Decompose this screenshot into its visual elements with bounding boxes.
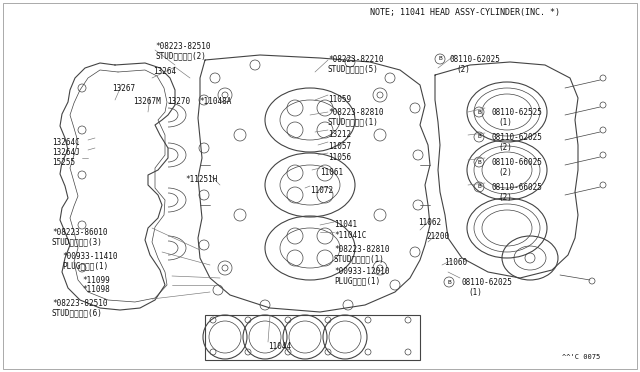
Text: *08223-82810: *08223-82810 — [328, 108, 383, 117]
Text: 11044: 11044 — [268, 342, 291, 351]
Text: (1): (1) — [468, 288, 482, 297]
Text: 11059: 11059 — [328, 95, 351, 104]
Text: *08223-82510: *08223-82510 — [52, 299, 108, 308]
Text: 08110-66025: 08110-66025 — [492, 183, 543, 192]
Text: *00933-11410: *00933-11410 — [62, 252, 118, 261]
Text: *08223-82510: *08223-82510 — [155, 42, 211, 51]
Text: *00933-12010: *00933-12010 — [334, 267, 390, 276]
Text: 13270: 13270 — [167, 97, 190, 106]
Text: B: B — [477, 160, 481, 164]
Text: 11062: 11062 — [418, 218, 441, 227]
Text: 13267M: 13267M — [133, 97, 161, 106]
Text: 13212: 13212 — [328, 130, 351, 139]
Text: (2): (2) — [456, 65, 470, 74]
Text: 11060: 11060 — [444, 258, 467, 267]
Text: 13264J: 13264J — [52, 148, 80, 157]
Text: B: B — [477, 109, 481, 115]
Text: 08110-62025: 08110-62025 — [492, 133, 543, 142]
Text: 08110-62025: 08110-62025 — [450, 55, 501, 64]
Text: STUDスタッド(6): STUDスタッド(6) — [52, 308, 103, 317]
Text: (2): (2) — [498, 193, 512, 202]
Text: 08110-66025: 08110-66025 — [492, 158, 543, 167]
Text: B: B — [477, 135, 481, 140]
Text: 13264: 13264 — [153, 67, 176, 76]
Text: *11251H: *11251H — [185, 175, 218, 184]
Text: 13264C: 13264C — [52, 138, 80, 147]
Text: STUDスタッド(2): STUDスタッド(2) — [155, 51, 206, 60]
Text: NOTE; 11041 HEAD ASSY-CYLINDER(INC. *): NOTE; 11041 HEAD ASSY-CYLINDER(INC. *) — [370, 8, 560, 17]
Text: STUDスタッド(3): STUDスタッド(3) — [52, 237, 103, 246]
Text: (2): (2) — [498, 168, 512, 177]
Text: STUDスタッド(1): STUDスタッド(1) — [328, 117, 379, 126]
Text: 11061: 11061 — [320, 168, 343, 177]
Text: PLUGプラグ(1): PLUGプラグ(1) — [334, 276, 380, 285]
Text: *11048A: *11048A — [199, 97, 232, 106]
Text: 11057: 11057 — [328, 142, 351, 151]
Text: *11098: *11098 — [82, 285, 109, 294]
Text: B: B — [477, 185, 481, 189]
Text: (1): (1) — [498, 118, 512, 127]
Bar — [205, 315, 420, 360]
Text: (2): (2) — [498, 143, 512, 152]
Text: B: B — [447, 279, 451, 285]
Text: 15255: 15255 — [52, 158, 75, 167]
Text: 08110-62525: 08110-62525 — [492, 108, 543, 117]
Text: 21200: 21200 — [426, 232, 449, 241]
Text: *11041C: *11041C — [334, 231, 366, 240]
Text: B: B — [438, 57, 442, 61]
Text: STUDスタッド(1): STUDスタッド(1) — [334, 254, 385, 263]
Text: 11041: 11041 — [334, 220, 357, 229]
Text: ^^'C 0075: ^^'C 0075 — [562, 354, 600, 360]
Text: 11072: 11072 — [310, 186, 333, 195]
Text: 11056: 11056 — [328, 153, 351, 162]
Text: *08223-86010: *08223-86010 — [52, 228, 108, 237]
Text: 08110-62025: 08110-62025 — [462, 278, 513, 287]
Text: 13267: 13267 — [112, 84, 135, 93]
Text: STUDスタッド(5): STUDスタッド(5) — [328, 64, 379, 73]
Text: *08223-82210: *08223-82210 — [328, 55, 383, 64]
Text: PLUGプラグ(1): PLUGプラグ(1) — [62, 261, 108, 270]
Text: *11099: *11099 — [82, 276, 109, 285]
Text: *08223-82810: *08223-82810 — [334, 245, 390, 254]
